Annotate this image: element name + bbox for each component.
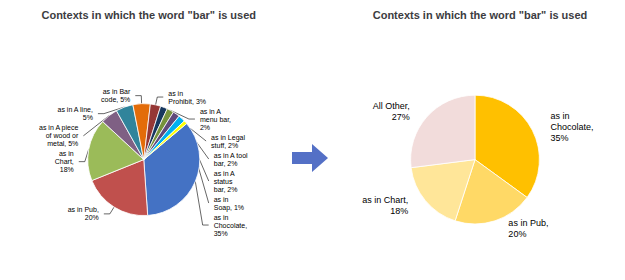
svg-text:Prohibit, 3%: Prohibit, 3% [168, 98, 206, 105]
svg-text:Chart,: Chart, [55, 158, 74, 165]
svg-text:18%: 18% [390, 206, 408, 216]
svg-text:as in A line,: as in A line, [57, 106, 92, 113]
svg-text:35%: 35% [214, 230, 228, 237]
svg-text:menu bar,: menu bar, [200, 116, 231, 123]
svg-text:2%: 2% [200, 124, 210, 131]
svg-text:Chocolate,: Chocolate, [214, 222, 248, 229]
svg-text:as in Pub,: as in Pub, [508, 218, 548, 228]
svg-text:27%: 27% [392, 112, 410, 122]
svg-text:Contexts in which the word "ba: Contexts in which the word "bar" is used [373, 9, 588, 21]
svg-text:Contexts in which the word "ba: Contexts in which the word "bar" is used [41, 9, 256, 21]
svg-text:Chocolate,: Chocolate, [551, 122, 594, 132]
svg-text:as in Legal: as in Legal [211, 134, 245, 142]
svg-text:as in: as in [168, 90, 183, 97]
svg-text:as in: as in [59, 150, 74, 157]
svg-text:as in Chart,: as in Chart, [362, 195, 408, 205]
svg-text:Soap, 1%: Soap, 1% [214, 204, 244, 212]
svg-text:35%: 35% [551, 133, 569, 143]
svg-text:20%: 20% [85, 214, 99, 221]
svg-text:bar, 2%: bar, 2% [214, 160, 238, 167]
svg-text:as in A: as in A [200, 108, 221, 115]
svg-text:status: status [214, 178, 233, 185]
svg-text:as in: as in [214, 214, 229, 221]
svg-text:of wood or: of wood or [46, 132, 79, 139]
svg-text:bar, 2%: bar, 2% [214, 186, 238, 193]
svg-text:as in Bar: as in Bar [103, 88, 131, 95]
svg-text:5%: 5% [83, 114, 93, 121]
svg-text:stuff, 2%: stuff, 2% [211, 142, 238, 149]
svg-text:metal, 5%: metal, 5% [47, 140, 78, 147]
svg-text:as in A piece: as in A piece [39, 124, 78, 132]
svg-text:18%: 18% [60, 166, 74, 173]
svg-text:20%: 20% [508, 229, 526, 239]
svg-text:as in: as in [214, 196, 229, 203]
svg-text:as in Pub,: as in Pub, [68, 206, 99, 213]
svg-text:as in A: as in A [214, 170, 235, 177]
svg-text:as in: as in [551, 111, 570, 121]
svg-text:All Other,: All Other, [373, 101, 410, 111]
svg-text:code, 5%: code, 5% [101, 96, 130, 103]
svg-text:as in A tool: as in A tool [214, 152, 248, 159]
